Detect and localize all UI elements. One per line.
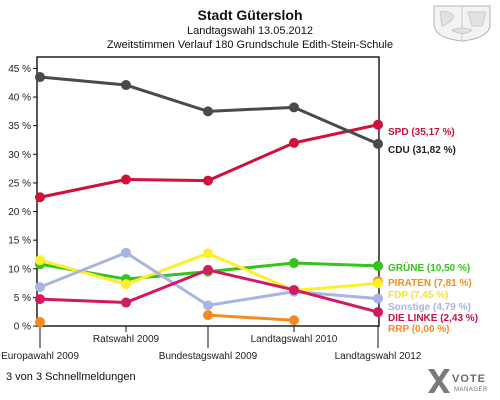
data-point <box>35 255 45 266</box>
data-point <box>289 137 299 148</box>
x-axis: Europawahl 2009 Ratswahl 2009 Bundestagswa… <box>1 326 422 362</box>
y-tick-label: 35 % <box>8 121 31 132</box>
series-layer <box>35 72 383 327</box>
chart-subtitle-2: Zweitstimmen Verlauf 180 Grundschule Edi… <box>107 39 393 51</box>
x-tick-label: Europawahl 2009 <box>1 351 79 362</box>
data-point <box>373 278 383 289</box>
data-point <box>373 119 383 130</box>
logo-subtext: MANAGER <box>454 387 488 393</box>
data-point <box>121 174 131 185</box>
status-text: 3 von 3 Schnellmeldungen <box>6 371 136 383</box>
data-point <box>35 72 45 83</box>
data-point <box>203 248 213 259</box>
data-point <box>121 297 131 308</box>
x-tick-label: Landtagswahl 2012 <box>335 351 422 362</box>
coat-of-arms-icon <box>433 5 491 42</box>
y-tick-label: 45 % <box>8 64 31 75</box>
data-point <box>121 279 131 290</box>
data-point <box>35 316 45 327</box>
chart-subtitle: Landtagswahl 13.05.2012 <box>187 25 313 37</box>
legend-entry: GRÜNE (10,50 %) <box>388 261 470 274</box>
data-point <box>203 264 213 275</box>
data-point <box>373 293 383 304</box>
chart-title: Stadt Gütersloh <box>197 7 302 23</box>
data-point <box>203 310 213 321</box>
legend-entry: CDU (31,82 %) <box>388 145 456 156</box>
legend-entry: Sonstige (4,79 %) <box>388 302 471 313</box>
y-tick-label: 10 % <box>8 264 31 275</box>
data-point <box>289 258 299 269</box>
data-point <box>289 315 299 326</box>
legend-entry: SPD (35,17 %) <box>388 127 455 138</box>
series-die-linke <box>35 264 383 318</box>
legend-entry: PIRATEN (7,81 %) <box>388 278 472 289</box>
x-tick-label: Landtagswahl 2010 <box>251 334 338 345</box>
y-tick-label: 25 % <box>8 178 31 189</box>
logo-text: VOTE <box>452 373 486 385</box>
y-tick-label: 15 % <box>8 236 31 247</box>
series-line <box>206 313 296 322</box>
x-tick-label: Bundestagswahl 2009 <box>159 351 258 362</box>
data-point <box>35 282 45 293</box>
data-point <box>203 175 213 186</box>
data-point <box>289 102 299 113</box>
data-point <box>289 284 299 295</box>
y-axis: 0 % 5 % 10 % 15 % 20 % 25 % 30 % 35 % 40 % 45 % <box>8 64 37 333</box>
legend-entry: FDP (7,45 %) <box>388 290 448 301</box>
data-point <box>373 260 383 271</box>
y-tick-label: 0 % <box>14 322 31 333</box>
y-tick-label: 40 % <box>8 93 31 104</box>
data-point <box>121 247 131 258</box>
legend-entry: RRP (0,00 %) <box>388 324 450 335</box>
y-tick-label: 20 % <box>8 207 31 218</box>
series-spd <box>35 119 383 203</box>
x-tick-label: Ratswahl 2009 <box>93 334 160 345</box>
data-point <box>35 294 45 305</box>
data-point <box>203 300 213 311</box>
legend-entry: DIE LINKE (2,43 %) <box>388 313 478 324</box>
data-point <box>373 307 383 318</box>
data-point <box>35 192 45 203</box>
plot-area <box>36 56 380 327</box>
vote-manager-logo: VOTE MANAGER <box>428 369 488 393</box>
series-cdu <box>35 72 383 149</box>
data-point <box>121 80 131 91</box>
vote-x-icon <box>428 369 450 393</box>
y-tick-label: 30 % <box>8 150 31 161</box>
data-point <box>373 138 383 149</box>
legend: SPD (35,17 %) CDU (31,82 %) GRÜNE (10,50 %… <box>388 127 478 335</box>
data-point <box>203 106 213 117</box>
series-rrp <box>35 310 299 327</box>
y-tick-label: 5 % <box>14 293 31 304</box>
